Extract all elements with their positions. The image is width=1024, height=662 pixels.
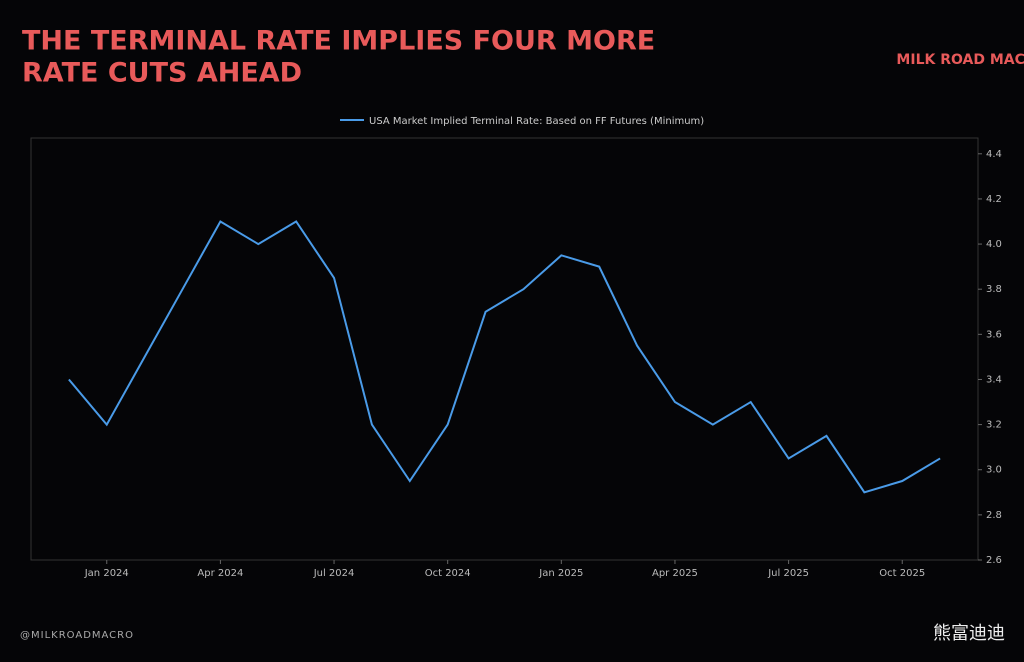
x-tick-label: Jul 2024 xyxy=(313,568,355,579)
x-tick-label: Jul 2025 xyxy=(767,568,809,579)
x-tick-label: Apr 2025 xyxy=(652,568,698,579)
chart-title-1: THE TERMINAL RATE IMPLIES FOUR MORE xyxy=(22,26,655,57)
plot-frame xyxy=(30,137,979,561)
x-tick-label: Apr 2024 xyxy=(197,568,243,579)
chart-title-2: RATE CUTS AHEAD xyxy=(22,58,302,89)
x-tick-label: Oct 2024 xyxy=(425,568,471,579)
x-tick-label: Oct 2025 xyxy=(879,568,925,579)
y-tick-label: 3.6 xyxy=(986,329,1002,340)
y-tick-label: 3.4 xyxy=(986,374,1002,385)
y-tick-label: 4.4 xyxy=(986,149,1002,160)
y-tick-label: 3.0 xyxy=(986,465,1002,476)
x-tick-label: Jan 2025 xyxy=(538,568,583,579)
y-tick-label: 2.6 xyxy=(986,555,1002,566)
y-tick-label: 2.8 xyxy=(986,510,1002,521)
watermark: 熊富迪迪 xyxy=(933,623,1005,644)
x-tick-label: Jan 2024 xyxy=(84,568,129,579)
y-tick-label: 3.2 xyxy=(986,420,1002,431)
brand-logo: MILK ROAD MACRO xyxy=(896,52,1024,68)
y-tick-label: 3.8 xyxy=(986,284,1002,295)
legend-label: USA Market Implied Terminal Rate: Based … xyxy=(369,116,704,127)
series-line xyxy=(68,220,941,494)
y-tick-label: 4.0 xyxy=(986,239,1002,250)
footer: @MILKROADMACRO xyxy=(20,630,134,641)
y-tick-label: 4.2 xyxy=(986,194,1002,205)
